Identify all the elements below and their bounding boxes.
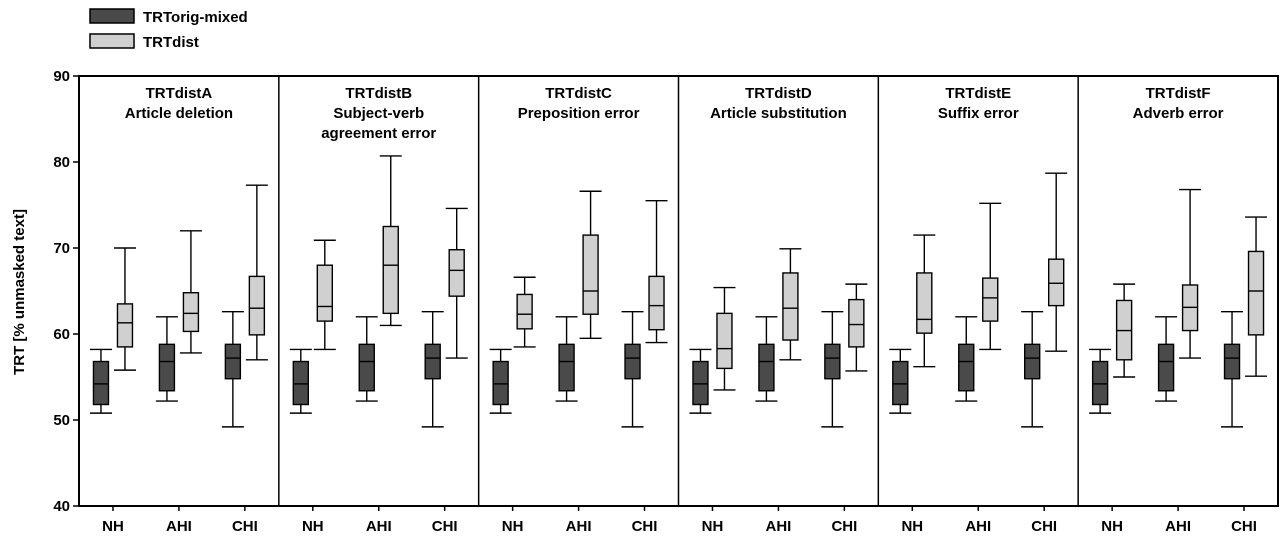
legend: TRTorig-mixed TRTdist (89, 8, 248, 51)
panel-4-title-line-1: TRTdistD (745, 85, 812, 102)
panel-6-title-line-1: TRTdistF (1146, 85, 1211, 102)
box-panel-6-chi-trtorig-mixed-box (1223, 343, 1241, 380)
plot-area: 40 50 60 70 80 90 TRTdistA Article deletion NH AH… (53, 68, 1279, 535)
panel-4-title-line-2: Article substitution (710, 105, 847, 122)
x-tick-label-panel-6-nh: NH (1101, 518, 1123, 535)
box-panel-4-chi-trtdist-box (848, 298, 865, 348)
box-panel-3-ahi-trtorig-mixed-box (558, 343, 575, 392)
box-panel-5-ahi-trtdist-box (982, 277, 999, 322)
box-panel-2-ahi-trtdist-box (382, 225, 399, 315)
y-axis-label: TRT [% unmasked text] (11, 209, 28, 375)
x-tick-label-panel-5-ahi: AHI (965, 518, 991, 535)
box-panel-5-ahi-trtorig-mixed-box (958, 343, 975, 392)
box-panel-4-ahi-trtdist-box (782, 272, 799, 341)
box-panel-4-ahi-trtorig-mixed-box (758, 343, 775, 392)
panel-5-title-line-1: TRTdistE (945, 85, 1011, 102)
box-panel-1-chi-trtorig-mixed-box (224, 343, 242, 380)
x-tick-label-panel-1-chi: CHI (232, 518, 258, 535)
legend-label-trtdist: TRTdist (143, 34, 199, 51)
box-panel-3-ahi-trtdist-box (582, 234, 599, 315)
box-panel-5-chi-trtorig-mixed-box (1023, 343, 1041, 380)
x-tick-label-panel-6-chi: CHI (1231, 518, 1257, 535)
box-panel-1-chi-trtdist-box (248, 275, 266, 336)
x-tick-label-panel-4-chi: CHI (831, 518, 857, 535)
panel-2-title-line-1: TRTdistB (345, 85, 412, 102)
y-tick-label-60: 60 (53, 326, 70, 343)
box-panel-1-ahi-trtdist-box (182, 292, 200, 333)
box-panel-1-nh-trtorig-mixed-box (92, 360, 110, 406)
x-tick-label-panel-3-ahi: AHI (566, 518, 592, 535)
x-tick-label-panel-1-nh: NH (102, 518, 124, 535)
box-panel-6-ahi-trtorig-mixed-box (1157, 343, 1175, 392)
panel-6-title-line-2: Adverb error (1133, 105, 1224, 122)
x-tick-label-panel-1-ahi: AHI (166, 518, 192, 535)
panel-3-title-line-2: Preposition error (518, 105, 640, 122)
box-panel-3-chi-trtdist-box (648, 275, 665, 331)
box-panel-4-chi-trtorig-mixed-box (824, 343, 841, 380)
x-tick-label-panel-2-nh: NH (302, 518, 324, 535)
box-panel-2-chi-trtorig-mixed-box (424, 343, 441, 380)
box-panel-3-chi-trtorig-mixed-box (624, 343, 641, 380)
panel-1-title-line-2: Article deletion (125, 105, 233, 122)
y-tick-label-50: 50 (53, 412, 70, 429)
panel-3-title-line-1: TRTdistC (545, 85, 612, 102)
x-tick-label-panel-5-chi: CHI (1031, 518, 1057, 535)
panel-5-title-line-2: Suffix error (938, 105, 1019, 122)
box-panel-2-chi-trtdist-box (448, 249, 465, 297)
box-panel-2-nh-trtorig-mixed-box (292, 360, 310, 406)
legend-swatch-trtdist (89, 33, 135, 49)
panel-2-title-line-2: Subject-verb (333, 105, 424, 122)
box-panel-2-nh-trtdist-box (316, 264, 334, 322)
box-panel-4-nh-trtorig-mixed-box (692, 360, 709, 406)
x-tick-label-panel-6-ahi: AHI (1165, 518, 1191, 535)
y-tick-label-90: 90 (53, 68, 70, 85)
legend-swatch-trtorig-mixed (89, 8, 135, 24)
x-tick-label-panel-4-ahi: AHI (765, 518, 791, 535)
x-tick-label-panel-5-nh: NH (901, 518, 923, 535)
y-tick-label-70: 70 (53, 240, 70, 257)
box-panel-3-nh-trtdist-box (516, 293, 533, 330)
x-tick-label-panel-3-nh: NH (502, 518, 524, 535)
box-panel-1-nh-trtdist-box (116, 303, 134, 348)
x-tick-label-panel-2-chi: CHI (432, 518, 458, 535)
y-tick-label-80: 80 (53, 154, 70, 171)
box-panel-5-chi-trtdist-box (1047, 258, 1065, 307)
box-panel-5-nh-trtorig-mixed-box (892, 360, 909, 406)
legend-label-trtorig-mixed: TRTorig-mixed (143, 9, 248, 26)
panel-2-title-line-3: agreement error (321, 125, 436, 142)
box-panel-6-nh-trtorig-mixed-box (1091, 360, 1109, 406)
box-panel-6-chi-trtdist-box (1247, 250, 1265, 336)
box-panel-5-nh-trtdist-box (916, 272, 933, 334)
box-panel-3-nh-trtorig-mixed-box (492, 360, 509, 406)
plot-frame (78, 75, 1279, 507)
y-tick-label-40: 40 (53, 498, 70, 515)
x-tick-label-panel-4-nh: NH (702, 518, 724, 535)
box-panel-1-ahi-trtorig-mixed-box (158, 343, 176, 392)
x-tick-label-panel-2-ahi: AHI (366, 518, 392, 535)
box-panel-4-nh-trtdist-box (716, 312, 733, 370)
x-tick-label-panel-3-chi: CHI (632, 518, 658, 535)
box-panel-2-ahi-trtorig-mixed-box (358, 343, 375, 392)
panel-1-title-line-1: TRTdistA (146, 85, 213, 102)
